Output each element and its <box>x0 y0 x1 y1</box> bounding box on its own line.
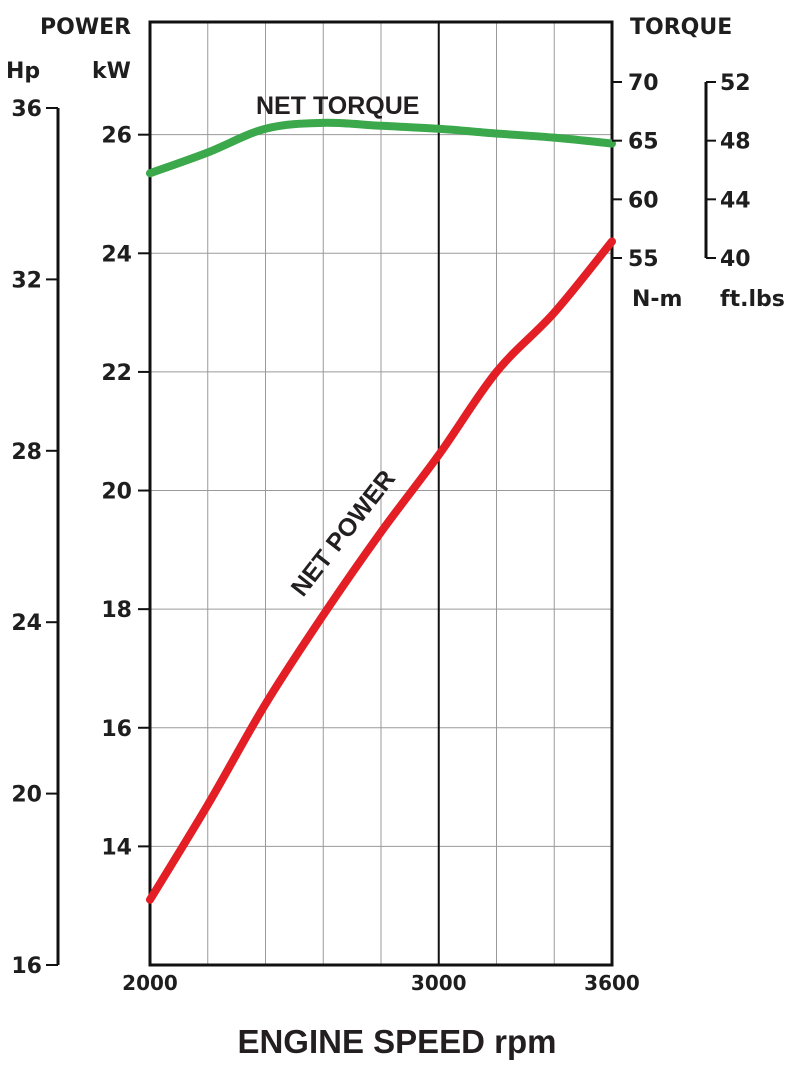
net-torque-point <box>550 134 558 142</box>
hp-tick-label: 28 <box>11 440 42 465</box>
net-torque-point <box>493 129 500 137</box>
kw-tick-label: 14 <box>101 835 132 860</box>
net-torque-point <box>608 140 616 148</box>
ftlbs-unit-label: ft.lbs <box>720 287 785 312</box>
net-power-point <box>435 451 443 459</box>
net-power-point <box>146 896 154 904</box>
net-power-point <box>608 237 616 245</box>
power-axis-header: POWER <box>40 15 131 40</box>
net-power-line <box>146 237 616 904</box>
net-power-point <box>319 611 327 619</box>
net-power-point <box>204 801 212 809</box>
plot-grid <box>150 22 612 966</box>
kw-tick-label: 22 <box>101 361 132 386</box>
ftlbs-tick-label: 40 <box>720 247 751 272</box>
x-axis-title: ENGINE SPEED rpm <box>237 1023 556 1060</box>
kw-tick-label: 24 <box>101 242 132 267</box>
nm-tick-label: 65 <box>628 130 659 155</box>
net-power-point <box>377 528 385 536</box>
net-torque-point <box>204 148 212 156</box>
nm-unit-label: N-m <box>632 287 682 312</box>
hp-tick-label: 16 <box>11 954 42 979</box>
hp-tick-label: 32 <box>11 268 42 293</box>
kw-tick-label: 26 <box>101 124 132 149</box>
hp-unit-label: Hp <box>6 59 40 84</box>
x-tick-label: 3000 <box>411 971 467 995</box>
nm-tick-label: 55 <box>628 247 659 272</box>
x-tick-label: 2000 <box>122 971 178 995</box>
net-torque-point <box>146 169 154 177</box>
kw-tick-label: 18 <box>101 598 132 623</box>
axes-layer: 26 24 22 20 18 16 14 36 32 28 24 20 16 70 65 60 55 52 48 44… <box>11 71 750 995</box>
plot-frame <box>148 20 614 967</box>
net-torque-point <box>377 122 385 130</box>
ftlbs-tick-label: 48 <box>720 130 751 155</box>
net-power-point <box>550 309 558 317</box>
ftlbs-tick-label: 44 <box>720 188 751 213</box>
net-torque-point <box>435 125 443 133</box>
hp-tick-label: 36 <box>11 97 42 122</box>
kw-tick-label: 20 <box>101 480 132 505</box>
kw-unit-label: kW <box>92 59 131 84</box>
net-power-point <box>262 700 269 708</box>
kw-tick-label: 16 <box>101 717 132 742</box>
hp-tick-label: 20 <box>11 783 42 808</box>
net-torque-label: NET TORQUE <box>256 92 419 120</box>
net-torque-point <box>319 119 327 127</box>
nm-tick-label: 70 <box>628 71 659 96</box>
net-torque-point <box>262 125 269 133</box>
hp-tick-label: 24 <box>11 611 42 636</box>
net-power-point <box>493 368 500 376</box>
x-tick-label: 3600 <box>584 971 640 995</box>
torque-axis-header: TORQUE <box>630 15 732 40</box>
series-layer <box>146 118 616 904</box>
nm-tick-label: 60 <box>628 188 659 213</box>
ftlbs-tick-label: 52 <box>720 71 751 96</box>
